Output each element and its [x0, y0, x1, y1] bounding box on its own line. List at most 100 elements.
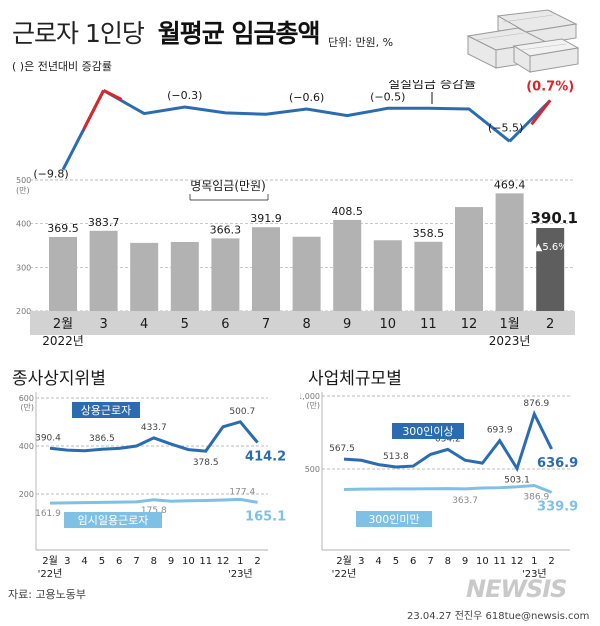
- y-tick: 1,000: [300, 392, 320, 401]
- series-label: 386.9: [523, 493, 549, 503]
- size-wage-chart: 1,000 500 (만) 567.5 513.8 634.2 693.9 503.1 876.…: [300, 392, 578, 580]
- x-tick-label: 11: [420, 317, 437, 332]
- y-tick: 600: [19, 394, 34, 403]
- x-tick: 9: [168, 556, 174, 567]
- x-tick: 2: [254, 556, 260, 567]
- bar: [89, 230, 118, 311]
- x-tick: 12: [217, 556, 230, 567]
- year-label-2022: 2022년: [42, 334, 84, 348]
- series-label: 634.2: [435, 434, 461, 444]
- bar-label: 369.5: [47, 222, 79, 235]
- legend-label: 300인미만: [368, 513, 419, 526]
- bar-label: 469.4: [494, 178, 526, 191]
- series-label: 513.8: [383, 452, 409, 462]
- x-tick: 6: [116, 556, 122, 567]
- real-wage-label: (2.2): [91, 80, 117, 81]
- bar-label: 358.5: [413, 227, 445, 240]
- x-tick: 2: [548, 556, 554, 567]
- x-tick-label: 6: [221, 317, 229, 332]
- y-tick: 200: [19, 490, 34, 499]
- x-tick: 3: [358, 556, 364, 567]
- x-tick: 2월: [336, 555, 352, 567]
- bar-label: 366.3: [210, 223, 242, 236]
- bar: [49, 236, 77, 311]
- year-label-start: '22년: [332, 568, 357, 580]
- real-wage-label: (−5.5): [488, 121, 523, 134]
- bar-y-unit: (만): [16, 186, 30, 195]
- watermark-logo: NEWSIS: [466, 575, 567, 603]
- x-tick: 11: [493, 556, 506, 567]
- series-label: 161.9: [35, 509, 61, 519]
- legend-note: ( )은 전년대비 증감률: [12, 60, 113, 73]
- real-wage-label: (−9.8): [33, 168, 68, 181]
- y-unit: (만): [20, 403, 34, 412]
- x-tick-label: 3: [99, 317, 107, 332]
- legend-label: 300인이상: [402, 425, 453, 438]
- x-tick-label: 5: [181, 317, 189, 332]
- title-bold: 월평균 임금총액: [157, 19, 321, 48]
- bar-label: 383.7: [88, 216, 120, 229]
- real-wage-label: (−0.6): [289, 91, 324, 104]
- series-label: 363.7: [452, 496, 478, 506]
- legend-box: [72, 402, 140, 418]
- year-label-end: '23년: [522, 568, 547, 580]
- series-last-label: 165.1: [245, 509, 286, 524]
- x-tick: 5: [393, 556, 399, 567]
- x-tick: 7: [133, 556, 139, 567]
- money-stack-icon: [466, 9, 580, 73]
- bar-change-label: (▲5.6%): [531, 242, 572, 253]
- real-wage-label: (−0.5): [370, 90, 405, 103]
- legend-label: 상용근로자: [81, 404, 132, 417]
- y-tick: 400: [19, 442, 34, 451]
- bar-label: 408.5: [331, 205, 363, 218]
- bar: [333, 219, 362, 311]
- bar-label: 390.1: [530, 209, 577, 227]
- legend-box: [392, 423, 464, 439]
- credit-line: 23.04.27 전진우 618tue@newsis.com: [407, 611, 590, 622]
- bar-y-tick: 500: [16, 176, 31, 185]
- x-tick-label: 7: [262, 317, 270, 332]
- status-chart-title: 종사상지위별: [12, 369, 106, 389]
- bar: [495, 193, 524, 311]
- x-tick: 4: [81, 556, 87, 567]
- real-wage-red-segment-end: [530, 99, 552, 126]
- bar-label: 391.9: [250, 212, 282, 225]
- real-wage-label: (0.7%): [526, 80, 574, 94]
- series-line: [343, 409, 553, 473]
- x-tick-label: 10: [380, 317, 397, 332]
- real-wage-line: [102, 89, 511, 143]
- x-tick: 2월: [42, 555, 58, 567]
- size-chart-title: 사업체규모별: [308, 369, 402, 389]
- x-tick: 10: [476, 556, 489, 567]
- series-label: 876.9: [523, 399, 549, 409]
- year-label-end: '23년: [228, 568, 253, 580]
- real-wage-label: (−0.3): [167, 89, 202, 102]
- series-label: 503.1: [504, 476, 530, 486]
- x-tick: 4: [375, 556, 381, 567]
- bar: [373, 240, 402, 311]
- series-last-label: 339.9: [537, 499, 578, 514]
- series-label: 386.5: [89, 434, 115, 444]
- x-tick-label: 2월: [53, 317, 73, 332]
- bar-y-tick: 400: [16, 220, 31, 229]
- y-unit: (만): [306, 401, 320, 410]
- series-label: 390.4: [35, 433, 61, 443]
- x-tick: 1: [237, 556, 243, 567]
- x-tick-label: 9: [343, 317, 351, 332]
- bar-y-tick: 300: [16, 263, 31, 272]
- legend-label: 임시일용근로자: [78, 513, 149, 527]
- real-wage-title: 실질임금 증감률: [388, 80, 476, 92]
- bar-title: 명목임금(만원): [190, 179, 266, 193]
- series-label: 175.8: [141, 506, 167, 516]
- year-label-2023: 2023년: [489, 334, 531, 348]
- x-tick-label: 8: [302, 317, 310, 332]
- bar: [292, 236, 321, 311]
- series-last-label: 414.2: [245, 450, 286, 465]
- x-tick: 6: [410, 556, 416, 567]
- series-label: 693.9: [487, 426, 513, 436]
- bar: [130, 242, 159, 311]
- bar: [170, 242, 199, 311]
- series-label: 567.5: [329, 444, 355, 454]
- series-label: 500.7: [229, 407, 255, 417]
